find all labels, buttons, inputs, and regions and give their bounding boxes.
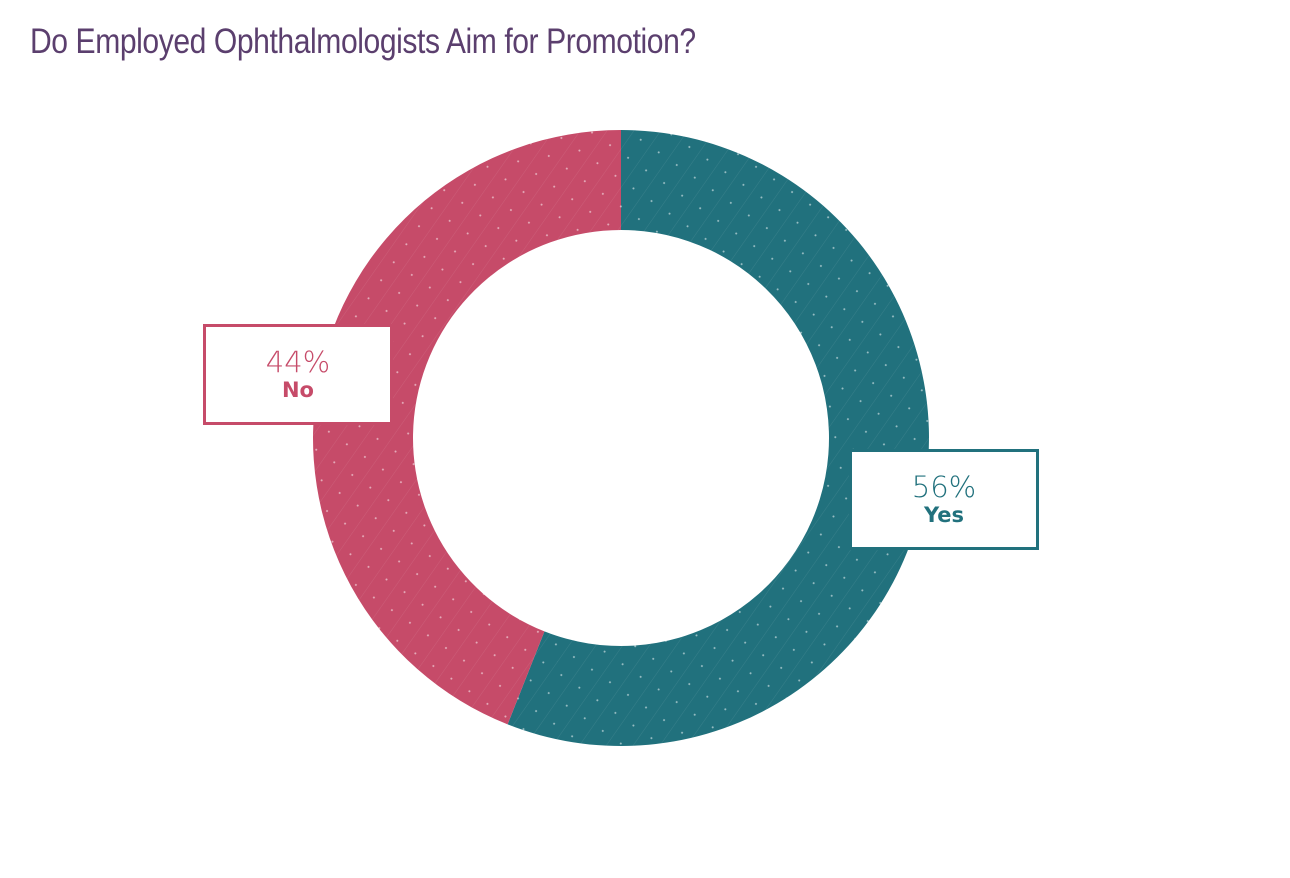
label-yes: 56% Yes (849, 449, 1039, 550)
segment-texture (507, 130, 929, 746)
label-yes-percent: 56% (911, 469, 977, 504)
segment-texture (312, 129, 621, 725)
label-no: 44% No (203, 324, 393, 425)
label-no-category: No (281, 377, 314, 402)
label-no-percent: 44% (265, 344, 331, 379)
label-yes-category: Yes (923, 502, 965, 527)
chart-title: Do Employed Ophthalmologists Aim for Pro… (30, 22, 696, 61)
